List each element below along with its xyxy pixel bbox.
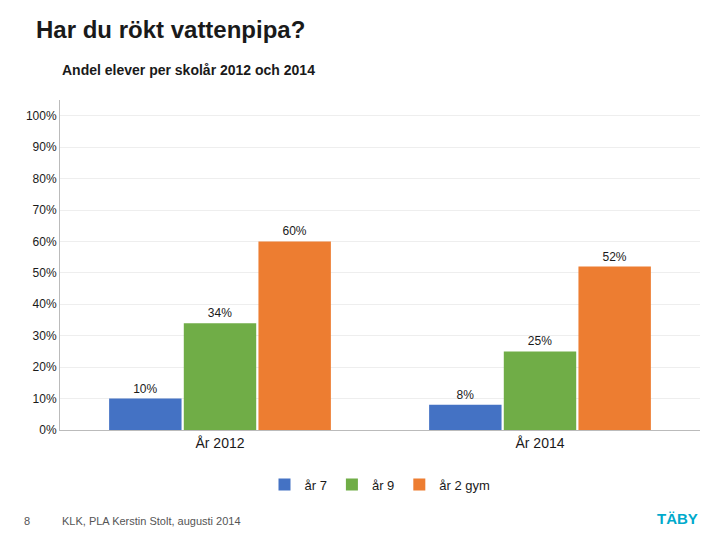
svg-text:50%: 50% [33,266,57,280]
svg-text:90%: 90% [33,140,57,154]
svg-text:34%: 34% [208,306,232,320]
svg-text:8%: 8% [456,388,474,402]
svg-text:KLK, PLA Kerstin Stolt, august: KLK, PLA Kerstin Stolt, augusti 2014 [62,515,241,527]
svg-text:TÄBY: TÄBY [657,510,698,527]
svg-text:80%: 80% [33,172,57,186]
svg-text:10%: 10% [33,392,57,406]
svg-text:Andel elever per skolår 2012 o: Andel elever per skolår 2012 och 2014 [62,62,315,78]
svg-text:30%: 30% [33,329,57,343]
svg-text:År 2014: År 2014 [515,435,564,451]
svg-text:Har du rökt vattenpipa?: Har du rökt vattenpipa? [36,16,305,43]
svg-text:60%: 60% [282,224,306,238]
svg-text:60%: 60% [33,235,57,249]
svg-text:10%: 10% [133,382,157,396]
svg-text:20%: 20% [33,360,57,374]
svg-text:0%: 0% [39,423,57,437]
svg-text:25%: 25% [528,334,552,348]
svg-text:År 2012: År 2012 [195,435,244,451]
svg-text:40%: 40% [33,297,57,311]
svg-text:100%: 100% [26,109,57,123]
svg-text:år 7: år 7 [305,478,327,493]
svg-text:52%: 52% [602,250,626,264]
svg-text:år 2 gym: år 2 gym [439,478,490,493]
svg-text:8: 8 [24,515,30,527]
svg-text:70%: 70% [33,203,57,217]
svg-text:år 9: år 9 [372,478,394,493]
